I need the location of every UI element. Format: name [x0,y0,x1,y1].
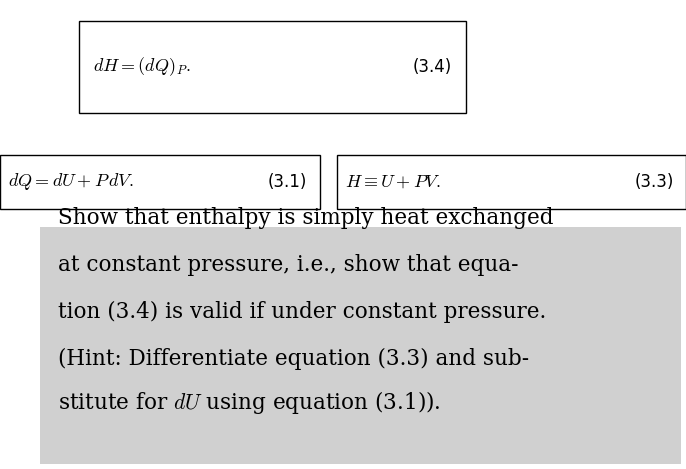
Text: Show that enthalpy is simply heat exchanged: Show that enthalpy is simply heat exchan… [58,207,554,229]
FancyBboxPatch shape [337,155,686,209]
Text: (Hint: Differentiate equation (3.3) and sub-: (Hint: Differentiate equation (3.3) and … [58,348,530,370]
FancyBboxPatch shape [0,155,320,209]
FancyBboxPatch shape [79,21,466,113]
Text: stitute for $dU$ using equation (3.1)).: stitute for $dU$ using equation (3.1)). [58,389,441,416]
Text: (3.1): (3.1) [268,173,307,190]
Text: $dH = (dQ)_P.$: $dH = (dQ)_P.$ [93,56,191,78]
Text: (3.4): (3.4) [412,58,451,76]
Text: (3.3): (3.3) [635,173,674,190]
Text: $H \equiv U + PV.$: $H \equiv U + PV.$ [345,173,440,190]
Text: $dQ = dU + P\,dV.$: $dQ = dU + P\,dV.$ [8,171,134,192]
Text: tion (3.4) is valid if under constant pressure.: tion (3.4) is valid if under constant pr… [58,301,547,323]
Text: at constant pressure, i.e., show that equa-: at constant pressure, i.e., show that eq… [58,254,519,276]
FancyBboxPatch shape [40,227,681,464]
